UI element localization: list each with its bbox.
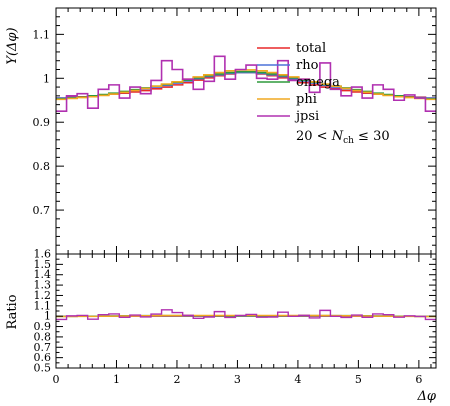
legend-label-phi: phi — [296, 92, 317, 107]
x-tick-label: 6 — [415, 373, 422, 386]
ratio-y-tick-label: 1.4 — [34, 268, 52, 281]
ratio-y-tick-label: 1.3 — [34, 279, 52, 292]
x-tick-label: 3 — [234, 373, 241, 386]
ratio-series-jpsi — [56, 309, 436, 321]
x-axis-label: Δφ — [417, 389, 437, 404]
legend: total rho omega phi jpsi — [257, 41, 340, 124]
main-y-tick-label: 0.8 — [33, 160, 51, 173]
ratio-y-tick-label: 1.6 — [34, 248, 52, 261]
ratio-frame — [55, 253, 437, 369]
x-tick-label: 0 — [53, 373, 60, 386]
ratio-y-tick-label: 1 — [44, 310, 51, 323]
legend-annotation: 20 < Nch ≤ 30 — [296, 129, 390, 146]
legend-label-rho: rho — [296, 58, 319, 73]
main-series-group — [56, 55, 436, 113]
x-tick-label: 2 — [173, 373, 180, 386]
ratio-y-tick-label: 1.1 — [34, 299, 52, 312]
main-y-tick-label: 0.7 — [33, 204, 51, 217]
ratio-y-axis-label: Ratio — [5, 294, 20, 329]
ratio-y-ticks: 0.50.60.70.80.911.11.21.31.41.51.6 — [34, 248, 436, 375]
main-y-tick-label: 0.9 — [33, 116, 51, 129]
ratio-y-tick-label: 1.2 — [34, 289, 52, 302]
main-series-jpsi — [56, 55, 436, 113]
main-y-tick-label: 1.1 — [33, 28, 51, 41]
ratio-y-tick-label: 1.5 — [34, 258, 52, 271]
x-axis-ticks: 0 1 2 3 4 5 6 — [53, 8, 432, 386]
x-tick-label: 4 — [294, 373, 301, 386]
legend-label-omega: omega — [296, 75, 340, 90]
main-y-axis-label: Y(Δφ) — [5, 27, 20, 64]
ratio-y-tick-label: 0.7 — [34, 341, 52, 354]
ratio-y-tick-label: 0.6 — [34, 351, 52, 364]
x-tick-label: 1 — [113, 373, 120, 386]
legend-label-total: total — [296, 41, 326, 56]
ratio-y-tick-label: 0.8 — [34, 330, 52, 343]
main-panel: 0.7 0.8 0.9 1 1.1 Y(Δφ) total rho omega phi jpsi… — [5, 7, 437, 255]
ratio-series-group — [56, 309, 436, 321]
x-tick-label: 5 — [355, 373, 362, 386]
legend-label-jpsi: jpsi — [294, 109, 319, 124]
ratio-y-tick-label: 0.5 — [34, 362, 52, 375]
ratio-y-tick-label: 0.9 — [34, 320, 52, 333]
main-y-tick-label: 1 — [43, 72, 50, 85]
